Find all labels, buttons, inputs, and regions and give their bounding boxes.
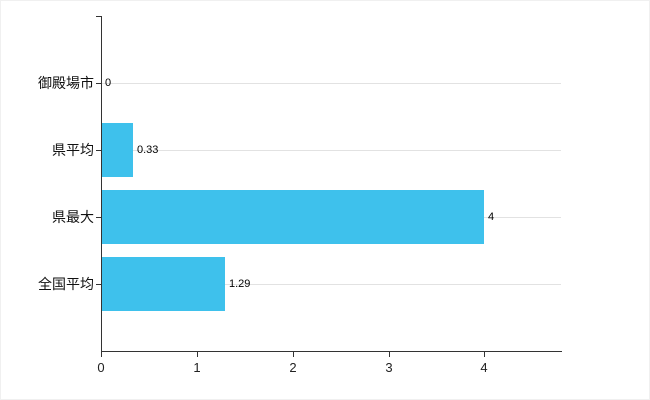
x-tick-label: 2	[289, 360, 297, 375]
y-axis-line	[101, 16, 102, 352]
y-axis-tick	[96, 83, 101, 84]
x-axis-tick	[389, 352, 390, 357]
bar-value-label: 4	[488, 211, 495, 223]
category-label: 県最大	[52, 209, 94, 225]
x-axis-tick	[293, 352, 294, 357]
y-axis-tick	[96, 217, 101, 218]
bar	[102, 257, 225, 311]
x-axis-line	[101, 351, 562, 352]
x-axis-tick	[197, 352, 198, 357]
x-tick-label: 0	[97, 360, 105, 375]
category-gridline	[101, 83, 561, 84]
y-axis-tick	[96, 284, 101, 285]
bar-value-label: 0	[105, 77, 112, 89]
x-tick-label: 3	[385, 360, 393, 375]
category-gridline	[101, 150, 561, 151]
category-label: 県平均	[52, 142, 94, 158]
category-gridline	[101, 284, 561, 285]
x-tick-label: 1	[193, 360, 201, 375]
x-axis-tick	[101, 352, 102, 357]
x-axis-tick	[484, 352, 485, 357]
y-axis-tick	[96, 16, 101, 17]
bar-value-label: 0.33	[137, 144, 159, 156]
category-label: 全国平均	[38, 276, 94, 292]
x-tick-label: 4	[480, 360, 488, 375]
bar	[102, 123, 133, 177]
bar-value-label: 1.29	[229, 278, 251, 290]
bar	[102, 190, 484, 244]
category-label: 御殿場市	[38, 75, 94, 91]
y-axis-tick	[96, 150, 101, 151]
